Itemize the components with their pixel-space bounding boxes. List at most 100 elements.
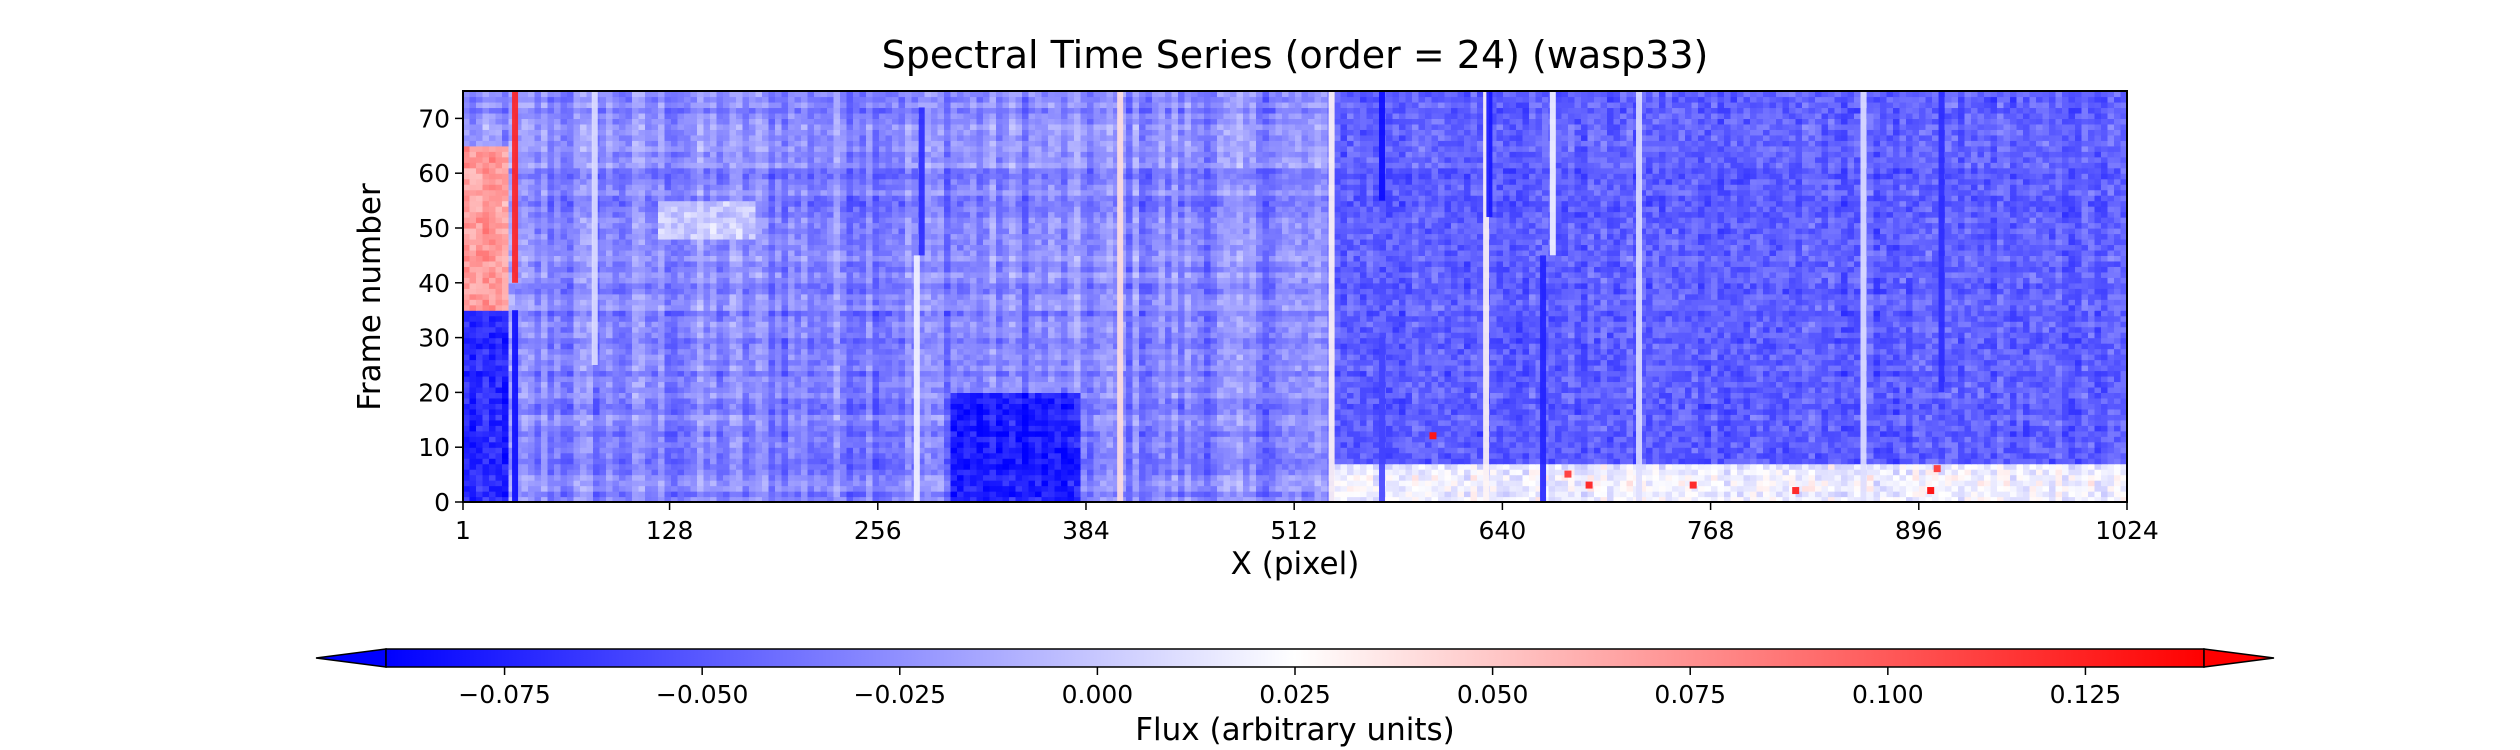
- heatmap-cell: [1769, 447, 1777, 454]
- heatmap-cell: [677, 463, 685, 470]
- heatmap-cell: [560, 474, 568, 481]
- heatmap-cell: [547, 425, 555, 432]
- heatmap-cell: [1685, 447, 1693, 454]
- heatmap-cell: [840, 436, 848, 443]
- heatmap-cell: [775, 463, 783, 470]
- heatmap-cell: [1841, 408, 1849, 415]
- heatmap-cell: [1763, 403, 1771, 410]
- heatmap-cell: [944, 474, 952, 481]
- heatmap-cell: [1145, 463, 1153, 470]
- heatmap-cell: [1665, 496, 1673, 502]
- heatmap-cell: [1002, 392, 1010, 399]
- heatmap-cell: [2120, 480, 2127, 487]
- heatmap-cell: [866, 392, 874, 399]
- heatmap-cell: [846, 458, 854, 465]
- heatmap-cell: [1691, 397, 1699, 404]
- heatmap-cell: [814, 392, 822, 399]
- heatmap-cell: [638, 392, 646, 399]
- heatmap-cell: [534, 485, 542, 492]
- heatmap-cell: [573, 414, 581, 421]
- heatmap-cell: [1366, 491, 1374, 498]
- heatmap-cell: [996, 496, 1004, 502]
- heatmap-cell: [807, 469, 815, 476]
- heatmap-cell: [541, 480, 549, 487]
- heatmap-cell: [1360, 469, 1368, 476]
- heatmap-cell: [515, 425, 523, 432]
- heatmap-cell: [2042, 430, 2050, 437]
- heatmap-cell: [1932, 441, 1940, 448]
- heatmap-cell: [1834, 474, 1842, 481]
- heatmap-cell: [1613, 485, 1621, 492]
- heatmap-cell: [801, 397, 809, 404]
- heatmap-cell: [716, 403, 724, 410]
- heatmap-cell: [1509, 441, 1517, 448]
- heatmap-cell: [1002, 436, 1010, 443]
- heatmap-cell: [1431, 469, 1439, 476]
- heatmap-cell: [2003, 480, 2011, 487]
- heatmap-cell: [482, 463, 490, 470]
- heatmap-cell: [1509, 414, 1517, 421]
- heatmap-cell: [1132, 480, 1140, 487]
- heatmap-cell: [2036, 452, 2044, 459]
- heatmap-cell: [1873, 408, 1881, 415]
- heatmap-cell: [1646, 469, 1654, 476]
- heatmap-cell: [937, 436, 945, 443]
- heatmap-cell: [1763, 441, 1771, 448]
- heatmap-cell: [1724, 463, 1732, 470]
- heatmap-cell: [1990, 397, 1998, 404]
- heatmap-cell: [1301, 414, 1309, 421]
- heatmap-cell: [866, 496, 874, 502]
- heatmap-cell: [1522, 419, 1530, 426]
- heatmap-cell: [872, 397, 880, 404]
- heatmap-cell: [469, 425, 477, 432]
- heatmap-cell: [853, 436, 861, 443]
- heatmap-cell: [1061, 480, 1069, 487]
- heatmap-cell: [833, 469, 841, 476]
- heatmap-cell: [1756, 469, 1764, 476]
- heatmap-cell: [1295, 496, 1303, 502]
- heatmap-cell: [710, 430, 718, 437]
- heatmap-cell: [1340, 458, 1348, 465]
- heatmap-cell: [1392, 414, 1400, 421]
- heatmap-cell: [1516, 452, 1524, 459]
- heatmap-cell: [554, 397, 562, 404]
- heatmap-cell: [1392, 441, 1400, 448]
- heatmap-cell: [1002, 425, 1010, 432]
- heatmap-cell: [1535, 403, 1543, 410]
- heatmap-cell: [1301, 441, 1309, 448]
- heatmap-cell: [482, 469, 490, 476]
- heatmap-cell: [918, 452, 926, 459]
- heatmap-cell: [1288, 496, 1296, 502]
- heatmap-cell: [1919, 452, 1927, 459]
- heatmap-cell: [872, 414, 880, 421]
- heatmap-cell: [1340, 452, 1348, 459]
- heatmap-cell: [1613, 419, 1621, 426]
- heatmap-cell: [1919, 447, 1927, 454]
- heatmap-cell: [1587, 452, 1595, 459]
- heatmap-cell: [1321, 403, 1329, 410]
- heatmap-cell: [476, 447, 484, 454]
- heatmap-cell: [1893, 419, 1901, 426]
- heatmap-cell: [1314, 425, 1322, 432]
- heatmap-cell: [1249, 425, 1257, 432]
- heatmap-cell: [1113, 403, 1121, 410]
- heatmap-cell: [957, 414, 965, 421]
- heatmap-cell: [463, 419, 471, 426]
- heatmap-cell: [840, 474, 848, 481]
- heatmap-cell: [723, 441, 731, 448]
- heatmap-cell: [1802, 452, 1810, 459]
- heatmap-cell: [1815, 480, 1823, 487]
- heatmap-cell: [1854, 403, 1862, 410]
- heatmap-cell: [898, 430, 906, 437]
- heatmap-cell: [749, 436, 757, 443]
- heatmap-cell: [1886, 430, 1894, 437]
- heatmap-cell: [1763, 452, 1771, 459]
- heatmap-cell: [612, 480, 620, 487]
- heatmap-cell: [1841, 419, 1849, 426]
- heatmap-cell: [1080, 436, 1088, 443]
- heatmap-cell: [1763, 425, 1771, 432]
- heatmap-cell: [892, 403, 900, 410]
- heatmap-cell: [924, 463, 932, 470]
- heatmap-cell: [1191, 436, 1199, 443]
- heatmap-cell: [1899, 441, 1907, 448]
